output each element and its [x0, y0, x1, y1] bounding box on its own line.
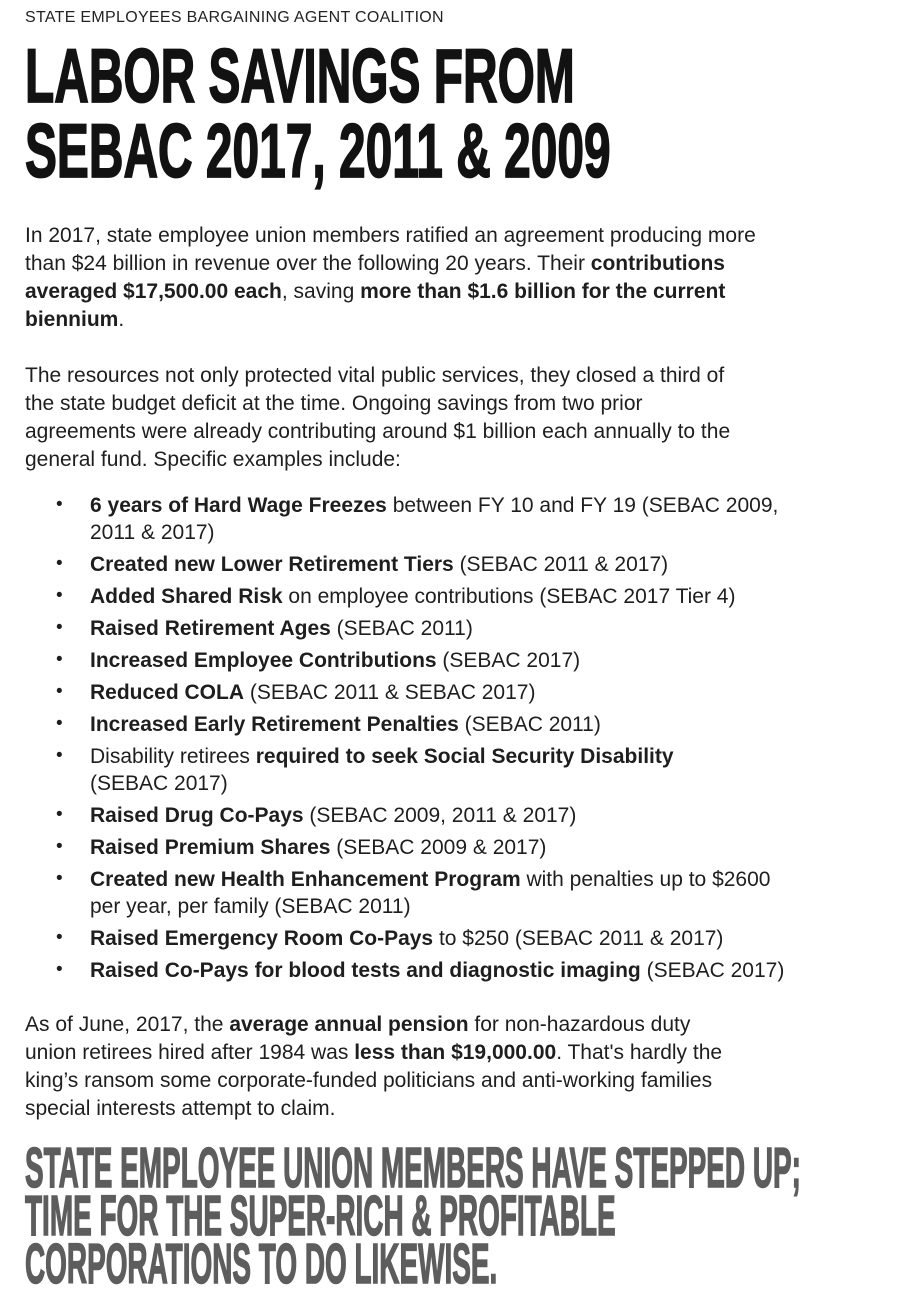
list-item-health-enhancement: • Created new Health Enhancement Program …	[25, 866, 880, 920]
list-item-premium-shares: • Raised Premium Shares (SEBAC 2009 & 201…	[25, 834, 880, 861]
list-item-disability-retirees: • Disability retirees required to seek So…	[25, 743, 880, 797]
list-item-wage-freezes: • 6 years of Hard Wage Freezes between FY…	[25, 492, 880, 546]
bullet-icon: •	[56, 681, 63, 702]
headline-line-2-text: SEBAC 2017, 2011 & 2009	[24, 109, 611, 194]
headline: LABOR SAVINGS FROM SEBAC 2017, 2011 & 20…	[24, 34, 880, 194]
list-item-text: Raised Retirement Ages (SEBAC 2011)	[90, 617, 473, 640]
bullet-icon: •	[56, 868, 63, 889]
headline-line-1-text: LABOR SAVINGS FROM	[24, 34, 575, 119]
footer-line-2-text: TIME FOR THE SUPER-RICH & PROFITABLE	[25, 1184, 616, 1248]
bullet-icon: •	[56, 804, 63, 825]
bullet-icon: •	[56, 745, 63, 766]
list-item-text: 6 years of Hard Wage Freezes between FY …	[90, 494, 779, 544]
bullet-icon: •	[56, 553, 63, 574]
footer-slogan: STATE EMPLOYEE UNION MEMBERS HAVE STEPPE…	[25, 1136, 880, 1296]
headline-line-2: SEBAC 2017, 2011 & 2009	[24, 109, 880, 194]
organization-name: STATE EMPLOYEES BARGAINING AGENT COALITI…	[25, 9, 444, 26]
bullet-icon: •	[56, 585, 63, 606]
intro-paragraph: In 2017, state employee union members ra…	[25, 224, 756, 331]
footer-line-3: CORPORATIONS TO DO LIKEWISE.	[25, 1232, 880, 1296]
list-item-text: Reduced COLA (SEBAC 2011 & SEBAC 2017)	[90, 681, 536, 704]
bullet-icon: •	[56, 836, 63, 857]
list-item-text: Created new Health Enhancement Program w…	[90, 868, 771, 918]
footer-line-1-text: STATE EMPLOYEE UNION MEMBERS HAVE STEPPE…	[25, 1136, 802, 1200]
list-item-employee-contributions: • Increased Employee Contributions (SEBAC…	[25, 647, 880, 674]
list-item-text: Increased Employee Contributions (SEBAC …	[90, 649, 581, 672]
bullet-icon: •	[56, 927, 63, 948]
list-item-er-copays: • Raised Emergency Room Co-Pays to $250 (…	[25, 925, 880, 952]
list-item-early-retirement-penalties: • Increased Early Retirement Penalties (S…	[25, 711, 880, 738]
list-item-text: Added Shared Risk on employee contributi…	[90, 585, 736, 608]
list-item-reduced-cola: • Reduced COLA (SEBAC 2011 & SEBAC 2017)	[25, 679, 880, 706]
bullet-icon: •	[56, 959, 63, 980]
footer-line-2: TIME FOR THE SUPER-RICH & PROFITABLE	[25, 1184, 880, 1248]
pension-paragraph: As of June, 2017, the average annual pen…	[25, 1013, 723, 1120]
list-item-bloodtest-copays: • Raised Co-Pays for blood tests and diag…	[25, 957, 880, 984]
list-item-text: Disability retirees required to seek Soc…	[90, 745, 674, 795]
list-item-text: Raised Drug Co-Pays (SEBAC 2009, 2011 & …	[90, 804, 577, 827]
list-item-text: Raised Premium Shares (SEBAC 2009 & 2017…	[90, 836, 547, 859]
list-item-shared-risk: • Added Shared Risk on employee contribut…	[25, 583, 880, 610]
savings-list: • 6 years of Hard Wage Freezes between FY…	[25, 492, 880, 984]
context-paragraph: The resources not only protected vital p…	[25, 364, 731, 471]
bullet-icon: •	[56, 494, 63, 515]
list-item-retirement-tiers: • Created new Lower Retirement Tiers (SEB…	[25, 551, 880, 578]
bullet-icon: •	[56, 649, 63, 670]
footer-line-3-text: CORPORATIONS TO DO LIKEWISE.	[25, 1232, 498, 1296]
headline-line-1: LABOR SAVINGS FROM	[24, 34, 880, 119]
footer-line-1: STATE EMPLOYEE UNION MEMBERS HAVE STEPPE…	[25, 1136, 880, 1200]
bullet-icon: •	[56, 617, 63, 638]
list-item-text: Created new Lower Retirement Tiers (SEBA…	[90, 553, 669, 576]
bullet-icon: •	[56, 713, 63, 734]
list-item-retirement-ages: • Raised Retirement Ages (SEBAC 2011)	[25, 615, 880, 642]
list-item-drug-copays: • Raised Drug Co-Pays (SEBAC 2009, 2011 &…	[25, 802, 880, 829]
list-item-text: Raised Emergency Room Co-Pays to $250 (S…	[90, 927, 724, 950]
list-item-text: Raised Co-Pays for blood tests and diagn…	[90, 959, 785, 982]
list-item-text: Increased Early Retirement Penalties (SE…	[90, 713, 601, 736]
